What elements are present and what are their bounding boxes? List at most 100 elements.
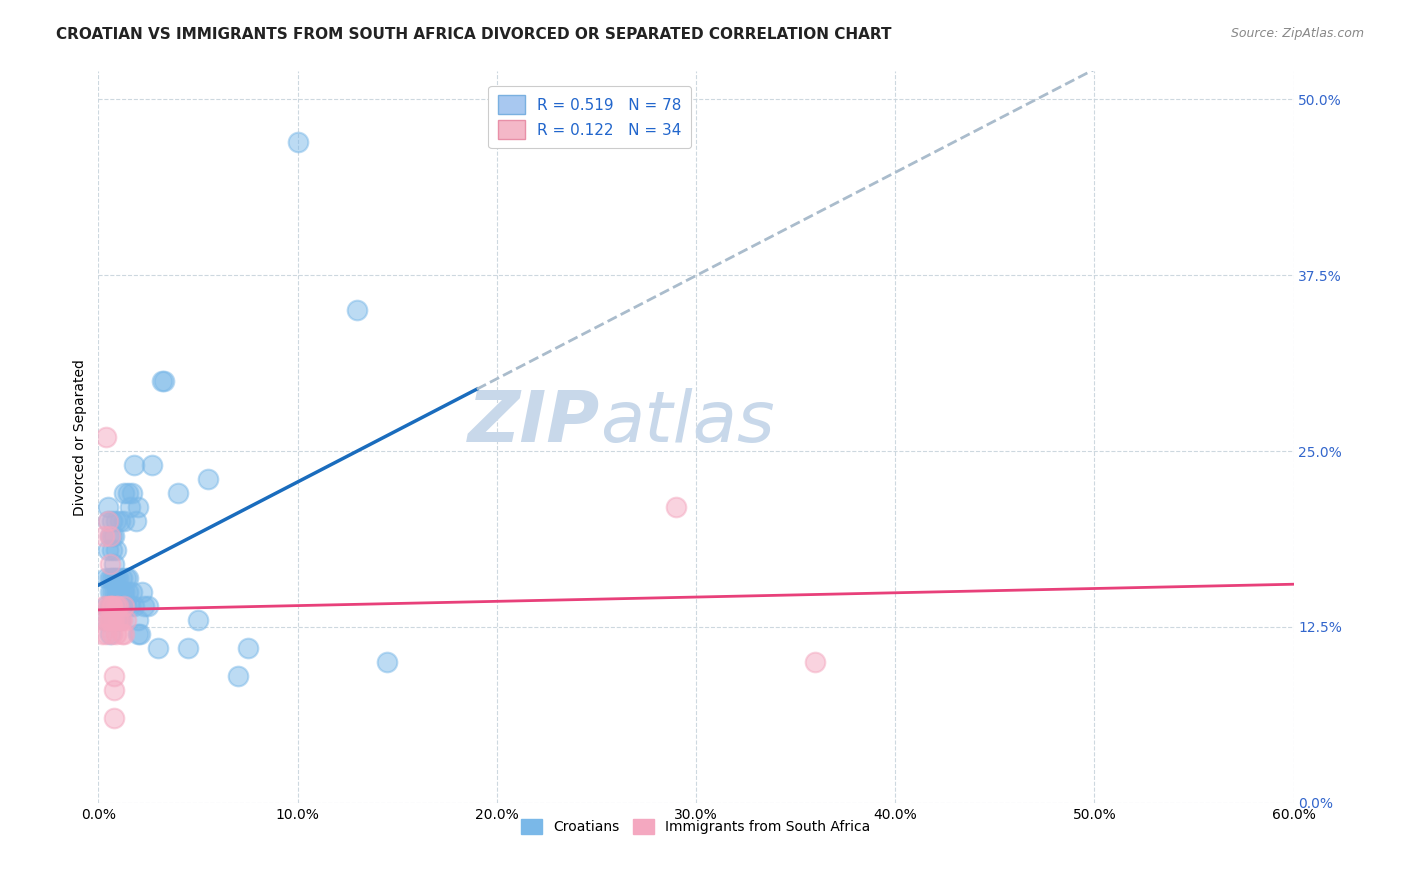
Point [91,627,114,641]
Point [98,613,122,627]
Point [120,599,142,613]
Point [98,571,122,585]
Point [103,711,125,725]
Point [375,655,398,669]
Point [127,500,149,515]
Point [127,613,149,627]
Point [105,515,128,529]
Point [93,613,115,627]
Y-axis label: Divorced or Separated: Divorced or Separated [73,359,87,516]
Point [97,500,120,515]
Point [167,486,190,500]
Point [153,374,176,388]
Point [120,500,142,515]
Point [97,515,120,529]
Point [98,528,122,542]
Point [124,599,146,613]
Point [110,599,132,613]
Point [101,571,124,585]
Point [97,599,120,613]
Point [136,599,159,613]
Point [103,599,125,613]
Point [96,627,118,641]
Point [98,627,122,641]
Point [115,599,138,613]
Point [121,584,143,599]
Point [111,571,134,585]
Point [112,584,135,599]
Point [111,584,134,599]
Point [124,458,146,473]
Point [226,669,249,683]
Point [107,613,129,627]
Point [111,613,134,627]
Point [131,584,153,599]
Point [103,584,125,599]
Point [97,515,120,529]
Point [112,627,135,641]
Point [101,584,124,599]
Point [150,374,173,388]
Point [177,641,200,656]
Point [98,599,122,613]
Text: atlas: atlas [600,388,775,457]
Point [98,599,122,613]
Point [101,599,124,613]
Point [96,599,118,613]
Point [101,627,124,641]
Point [105,571,128,585]
Point [103,571,125,585]
Point [107,599,129,613]
Point [236,641,259,656]
Point [97,542,120,557]
Point [101,613,124,627]
Point [103,613,125,627]
Point [105,627,128,641]
Point [103,557,125,571]
Point [101,528,124,542]
Point [101,542,124,557]
Point [287,135,309,149]
Point [197,472,219,486]
Point [93,599,115,613]
Point [97,613,120,627]
Point [117,486,139,500]
Point [98,613,122,627]
Point [148,641,170,656]
Point [112,486,135,500]
Point [346,303,368,318]
Point [103,683,125,698]
Point [107,599,129,613]
Point [98,557,122,571]
Point [98,584,122,599]
Point [96,571,118,585]
Point [93,613,115,627]
Point [187,613,209,627]
Point [115,613,138,627]
Point [107,584,129,599]
Point [111,599,134,613]
Point [110,584,132,599]
Point [103,669,125,683]
Point [125,515,148,529]
Point [117,584,139,599]
Point [129,627,152,641]
Point [105,584,128,599]
Point [101,613,124,627]
Point [117,571,139,585]
Point [665,500,688,515]
Point [112,515,135,529]
Point [93,528,115,542]
Point [107,599,129,613]
Point [141,458,163,473]
Point [134,599,156,613]
Point [110,515,132,529]
Point [107,571,129,585]
Point [101,515,124,529]
Point [107,613,129,627]
Point [105,613,128,627]
Point [112,599,135,613]
Point [127,627,149,641]
Point [110,613,132,627]
Point [121,486,143,500]
